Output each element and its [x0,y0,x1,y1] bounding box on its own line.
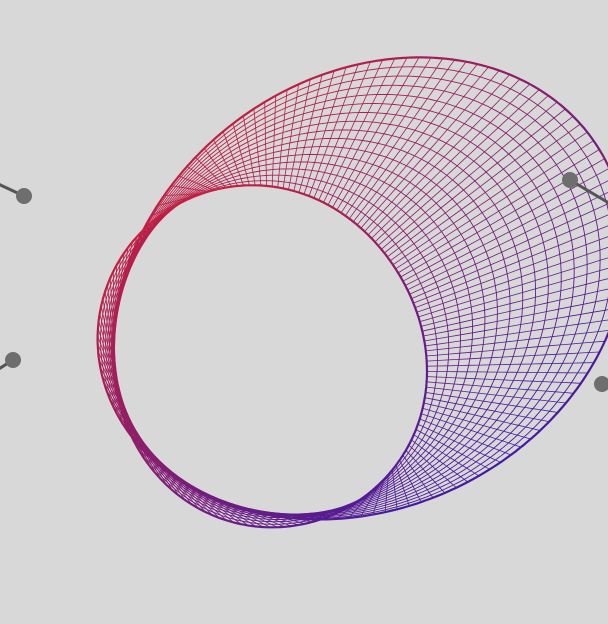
handle-left[interactable] [5,352,21,368]
handle-top-left[interactable] [16,188,32,204]
handle-top-right[interactable] [562,172,578,188]
